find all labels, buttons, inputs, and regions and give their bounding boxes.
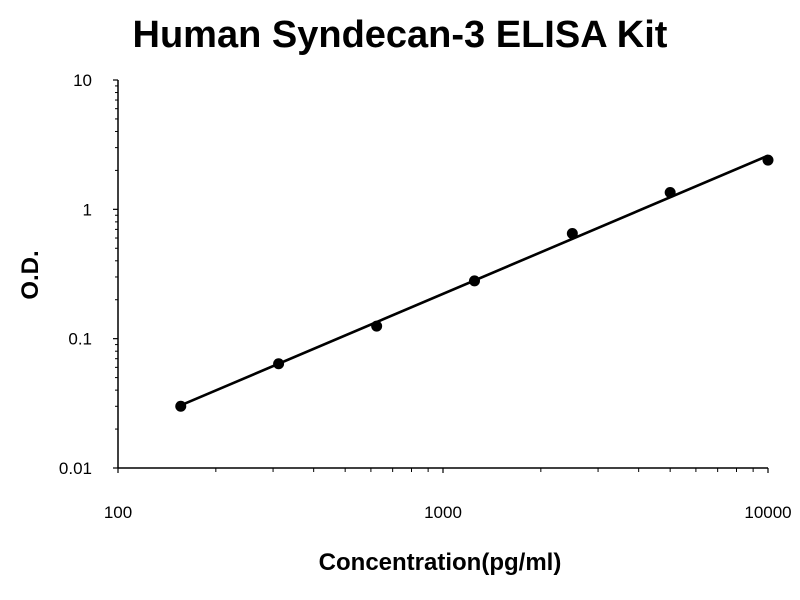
x-axis-title: Concentration(pg/ml) xyxy=(319,549,562,576)
data-point xyxy=(566,228,578,240)
x-tick-label: 10000 xyxy=(744,503,791,522)
y-tick-label: 0.01 xyxy=(59,459,92,478)
data-point xyxy=(273,358,285,370)
y-tick-label: 10 xyxy=(73,71,92,90)
data-point xyxy=(371,320,383,332)
data-point xyxy=(762,154,774,166)
x-tick-label: 100 xyxy=(104,503,132,522)
y-axis-title: O.D. xyxy=(17,250,44,299)
y-tick-label: 1 xyxy=(83,200,92,219)
chart-title: Human Syndecan-3 ELISA Kit xyxy=(132,14,668,56)
data-point xyxy=(468,275,480,287)
y-tick-label: 0.1 xyxy=(68,330,92,349)
data-point xyxy=(664,186,676,198)
x-tick-label: 1000 xyxy=(424,503,462,522)
data-points xyxy=(175,154,774,412)
axes: 0.01 0.1 1 10 100 1000 10000 xyxy=(59,71,792,522)
data-point xyxy=(175,400,187,412)
